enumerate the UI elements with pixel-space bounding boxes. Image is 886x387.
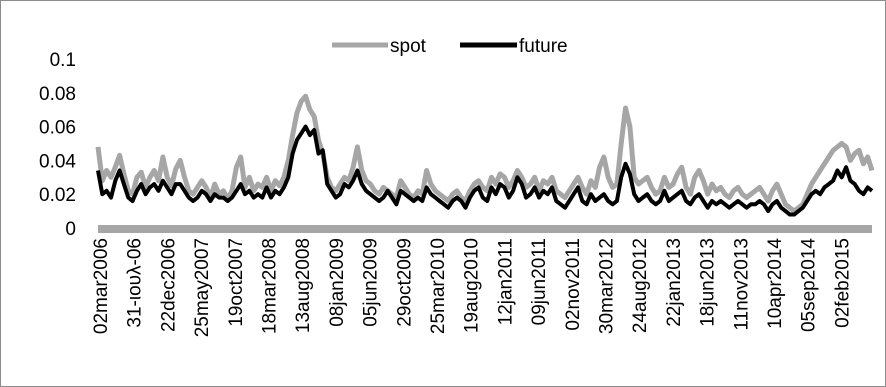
x-tick-label: 02feb2015 bbox=[832, 238, 853, 328]
x-tick-label: 22jan2013 bbox=[664, 238, 685, 327]
x-tick-label: 30mar2012 bbox=[597, 238, 618, 334]
x-axis-band bbox=[98, 225, 872, 233]
x-tick-label: 18mar2008 bbox=[260, 238, 281, 334]
x-tick-label: 25mar2010 bbox=[428, 238, 449, 334]
x-tick-label: 05sep2014 bbox=[799, 238, 820, 332]
x-tick-label: 24aug2012 bbox=[630, 238, 651, 333]
x-tick-label: 25may2007 bbox=[192, 238, 213, 337]
y-tick-label: 0.1 bbox=[50, 50, 76, 71]
x-tick-label: 18jun2013 bbox=[698, 238, 719, 327]
x-axis: 02mar2006 31-ιουλ-06 22dec2006 25may2007 19o… bbox=[91, 238, 853, 338]
y-axis: 0 0.02 0.04 0.06 0.08 0.1 bbox=[39, 50, 76, 240]
x-tick-label: 13aug2008 bbox=[293, 238, 314, 333]
x-tick-label: 02nov2011 bbox=[563, 238, 584, 331]
x-tick-label: 02mar2006 bbox=[91, 238, 112, 334]
y-tick-label: 0.06 bbox=[39, 118, 76, 139]
x-tick-label: 22dec2006 bbox=[158, 238, 179, 332]
y-tick-label: 0.08 bbox=[39, 84, 76, 105]
series-layer bbox=[95, 93, 875, 217]
x-axis-line bbox=[98, 225, 872, 233]
x-tick-label: 09jun2011 bbox=[529, 238, 550, 325]
x-tick-label: 12jan2011 bbox=[495, 238, 516, 325]
series-line-future bbox=[96, 124, 874, 217]
x-tick-label: 29oct2009 bbox=[394, 238, 415, 327]
y-tick-label: 0 bbox=[65, 219, 76, 240]
x-tick-label: 08jan2009 bbox=[327, 238, 348, 327]
x-tick-label: 10apr2014 bbox=[765, 238, 786, 329]
legend-label-future: future bbox=[519, 36, 568, 57]
series-line-spot bbox=[95, 93, 875, 214]
legend-label-spot: spot bbox=[390, 36, 427, 57]
x-tick-label: 05jun2009 bbox=[361, 238, 382, 327]
x-tick-label: 31-ιουλ-06 bbox=[125, 238, 146, 328]
x-tick-label: 19oct2007 bbox=[226, 238, 247, 327]
y-tick-label: 0.02 bbox=[39, 185, 76, 206]
y-tick-label: 0.04 bbox=[39, 151, 76, 172]
x-tick-label: 19aug2010 bbox=[462, 238, 483, 333]
x-tick-label: 11nov2013 bbox=[731, 238, 752, 331]
legend: spot future bbox=[332, 36, 568, 57]
